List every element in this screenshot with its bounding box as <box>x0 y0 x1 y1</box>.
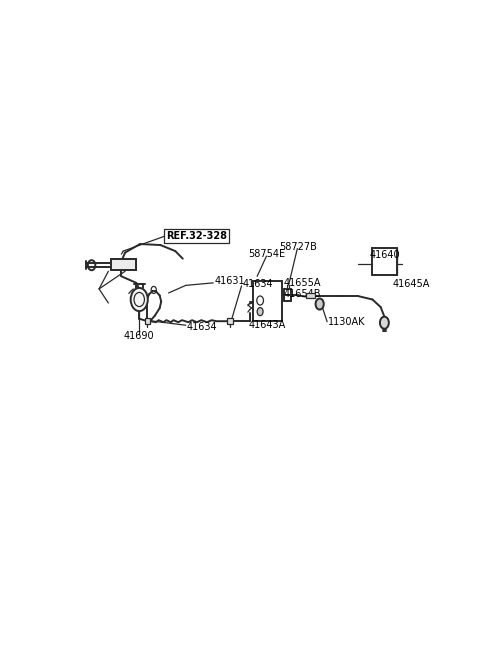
Circle shape <box>257 308 263 316</box>
Text: 41631: 41631 <box>215 276 245 286</box>
Bar <box>372 248 396 275</box>
Text: 41645A: 41645A <box>393 280 430 290</box>
Bar <box>228 318 233 324</box>
Text: 41643A: 41643A <box>249 320 286 330</box>
Bar <box>305 293 315 299</box>
Text: 41690: 41690 <box>124 331 155 341</box>
Text: 1130AK: 1130AK <box>328 317 365 328</box>
Text: REF.32-328: REF.32-328 <box>166 231 227 241</box>
Text: 41634: 41634 <box>186 322 217 332</box>
Text: 58754E: 58754E <box>248 249 285 259</box>
Text: 41655A: 41655A <box>283 278 321 288</box>
Circle shape <box>380 316 389 329</box>
Bar <box>145 318 150 324</box>
Text: 41640: 41640 <box>369 250 400 259</box>
Circle shape <box>315 299 324 310</box>
Circle shape <box>131 288 148 311</box>
Bar <box>252 282 282 321</box>
Text: 41634: 41634 <box>242 280 273 290</box>
Text: 41654B: 41654B <box>283 289 321 299</box>
Bar <box>111 259 135 270</box>
Text: 58727B: 58727B <box>279 242 317 252</box>
